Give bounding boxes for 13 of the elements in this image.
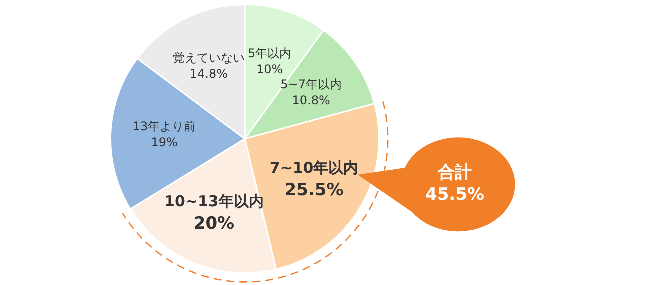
slice-label: 10~13年以内 [164, 192, 264, 210]
slice-label: 覚えていない [172, 51, 245, 66]
text: 合計 45.5% [424, 162, 486, 206]
slice-label: 5年以内 [248, 46, 292, 61]
slice-label: 7~10年以内 [270, 158, 359, 177]
data-label: 19% [151, 135, 178, 150]
slice-label: 13年より前 [132, 119, 196, 134]
data-label: 10% [256, 62, 284, 77]
data-label: 10.8% [292, 93, 330, 108]
data-label: 25.5% [284, 180, 344, 200]
slice-label: 5~7年以内 [280, 77, 342, 92]
data-label: 20% [194, 214, 235, 234]
data-label: 14.8% [190, 67, 228, 82]
